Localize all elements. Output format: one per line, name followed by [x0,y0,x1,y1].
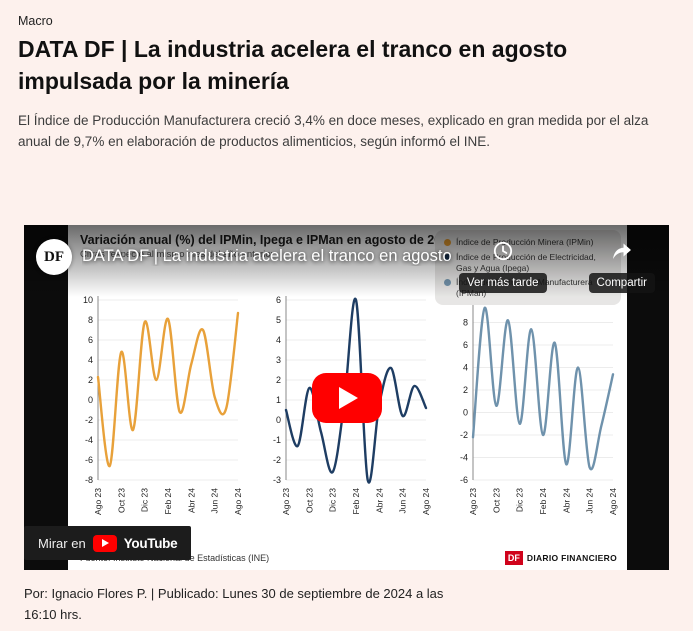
svg-text:Ago 23: Ago 23 [93,488,103,515]
svg-text:-2: -2 [272,455,280,465]
chart-panel-ipmin: 10 8 6 4 2 0 -2 -4 -6 -8 Ago 23 Oct 23 Dic 23 Feb 24 A… [74,290,244,540]
svg-text:-4: -4 [460,453,468,463]
svg-text:0: 0 [88,395,93,405]
svg-text:-1: -1 [272,435,280,445]
svg-text:-4: -4 [85,435,93,445]
svg-text:3: 3 [275,355,280,365]
svg-text:Feb 24: Feb 24 [538,488,548,515]
svg-text:2: 2 [463,385,468,395]
svg-text:4: 4 [463,363,468,373]
youtube-player[interactable]: Variación anual (%) del IPMin, Ipega e I… [24,225,669,571]
svg-text:0: 0 [463,408,468,418]
diario-financiero-brand: DF DIARIO FINANCIERO [504,551,617,566]
watch-later-label: Ver más tarde [458,273,547,294]
svg-text:0: 0 [275,415,280,425]
legend-bullet-ipmin [444,239,451,247]
svg-text:-6: -6 [85,455,93,465]
chart-panel-ipega: 6 5 4 3 2 1 0 -1 -2 -3 Ago 23 Oct 23 Dic 23 Feb 24 Abr… [262,290,432,540]
df-wordmark: DIARIO FINANCIERO [526,553,617,564]
share-label: Compartir [588,273,655,294]
svg-text:Dic 23: Dic 23 [140,488,150,512]
play-icon [339,386,358,409]
svg-text:8: 8 [88,315,93,325]
svg-text:Ago 23: Ago 23 [281,488,291,515]
svg-text:Abr 24: Abr 24 [561,488,571,513]
svg-text:Ago 24: Ago 24 [608,488,618,515]
svg-text:1: 1 [275,395,280,405]
clock-icon [492,240,514,267]
svg-text:Ago 24: Ago 24 [233,488,243,515]
category-link[interactable]: Macro [18,14,53,28]
svg-text:8: 8 [463,318,468,328]
svg-text:-8: -8 [85,475,93,485]
article-byline: Por: Ignacio Flores P. | Publicado: Lune… [24,586,444,623]
svg-text:4: 4 [88,355,93,365]
article-headline: DATA DF | La industria acelera el tranco… [18,36,568,94]
svg-text:Oct 23: Oct 23 [304,488,314,513]
svg-text:Dic 23: Dic 23 [327,488,337,512]
svg-text:5: 5 [275,315,280,325]
youtube-wordmark: YouTube [123,535,178,551]
svg-text:Oct 23: Oct 23 [116,488,126,513]
svg-text:-3: -3 [272,475,280,485]
svg-text:Jun 24: Jun 24 [397,488,407,514]
svg-text:2: 2 [275,375,280,385]
share-button[interactable]: Compartir [588,240,655,294]
video-controls: Ver más tarde Compartir [458,240,655,294]
watch-later-button[interactable]: Ver más tarde [458,240,547,294]
svg-text:Dic 23: Dic 23 [515,488,525,512]
svg-text:Feb 24: Feb 24 [163,488,173,515]
watch-on-prefix: Mirar en [38,535,86,551]
svg-text:Ago 24: Ago 24 [421,488,431,515]
watch-on-youtube-button[interactable]: Mirar en YouTube [24,526,192,561]
legend-bullet-ipman [444,279,451,287]
play-button[interactable] [311,372,382,423]
svg-text:Oct 23: Oct 23 [491,488,501,513]
youtube-logo-icon [92,534,117,552]
svg-text:10: 10 [83,295,93,305]
svg-text:Abr 24: Abr 24 [186,488,196,513]
svg-text:Jun 24: Jun 24 [210,488,220,514]
svg-text:Feb 24: Feb 24 [351,488,361,515]
share-arrow-icon [610,240,634,267]
svg-text:6: 6 [463,340,468,350]
svg-text:6: 6 [275,295,280,305]
svg-text:4: 4 [275,335,280,345]
svg-text:Jun 24: Jun 24 [585,488,595,514]
channel-avatar[interactable]: DF [36,239,72,276]
svg-text:Abr 24: Abr 24 [374,488,384,513]
svg-text:Ago 23: Ago 23 [468,488,478,515]
svg-text:-6: -6 [460,475,468,485]
df-logo: DF [504,551,523,566]
svg-text:-2: -2 [460,430,468,440]
svg-text:-2: -2 [85,415,93,425]
article-subhead: El Índice de Producción Manufacturera cr… [18,113,649,150]
svg-text:2: 2 [88,375,93,385]
svg-text:6: 6 [88,335,93,345]
chart-panels: 10 8 6 4 2 0 -2 -4 -6 -8 Ago 23 Oct 23 Dic 23 Feb 24 A… [68,290,627,540]
video-title-link[interactable]: DATA DF | La industria acelera el tranco… [82,247,452,266]
